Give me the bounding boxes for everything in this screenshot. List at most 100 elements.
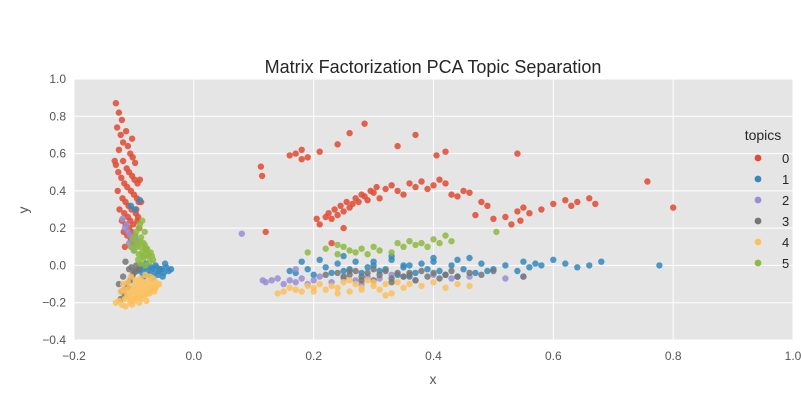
data-point — [448, 238, 455, 245]
data-point — [355, 198, 362, 206]
data-point — [334, 290, 341, 297]
y-tick-label: 0.8 — [49, 109, 66, 123]
data-point — [508, 221, 515, 228]
data-point — [286, 152, 293, 159]
data-point — [430, 254, 437, 262]
data-point — [472, 211, 479, 219]
data-point — [346, 267, 353, 275]
x-tick-label: 0.4 — [425, 349, 442, 363]
data-point — [337, 202, 344, 209]
data-point — [370, 266, 377, 273]
data-point — [292, 279, 299, 286]
data-point — [328, 215, 335, 222]
data-point — [424, 273, 431, 280]
data-point — [568, 202, 575, 209]
data-point — [442, 284, 449, 291]
data-point — [346, 288, 353, 295]
data-point — [340, 208, 347, 215]
data-point — [136, 299, 143, 306]
data-point — [574, 198, 581, 206]
series-5 — [127, 217, 500, 269]
chart-title: Matrix Factorization PCA Topic Separatio… — [265, 57, 602, 77]
data-point — [141, 228, 148, 236]
data-point — [113, 124, 121, 131]
data-point — [424, 266, 431, 273]
data-point — [502, 262, 509, 269]
data-point — [484, 202, 491, 209]
data-point — [304, 249, 311, 256]
data-point — [538, 206, 545, 213]
data-point — [137, 234, 145, 241]
data-point — [574, 264, 581, 271]
data-point — [364, 269, 371, 277]
data-point — [373, 183, 380, 191]
data-point — [370, 243, 377, 250]
data-point — [119, 280, 127, 288]
data-point — [352, 267, 359, 275]
data-point — [460, 187, 467, 195]
data-point — [116, 206, 123, 213]
data-point — [286, 284, 293, 291]
legend-marker — [754, 259, 762, 267]
data-point — [258, 172, 266, 180]
data-point — [436, 239, 443, 247]
data-point — [424, 185, 431, 193]
data-point — [310, 288, 317, 295]
data-point — [430, 269, 437, 277]
data-point — [478, 271, 485, 278]
data-point — [382, 185, 389, 193]
data-point — [316, 148, 323, 155]
x-tick-label: 0.8 — [665, 349, 682, 363]
data-point — [644, 178, 651, 185]
data-point — [286, 267, 293, 275]
data-point — [454, 193, 461, 200]
data-point — [310, 271, 317, 278]
data-point — [472, 269, 479, 277]
data-point — [370, 279, 377, 286]
legend-items: 0 1 2 3 4 5 — [754, 151, 789, 271]
data-point — [514, 208, 521, 215]
data-point — [400, 262, 407, 269]
data-point — [478, 260, 485, 267]
legend-marker — [754, 175, 762, 183]
grid-lines — [73, 78, 794, 341]
data-point — [304, 266, 311, 273]
legend: topics 0 1 2 3 4 5 — [745, 127, 790, 271]
data-point — [322, 286, 329, 293]
data-point — [139, 217, 146, 224]
data-point — [376, 247, 383, 254]
data-point — [328, 282, 335, 290]
data-point — [268, 277, 275, 284]
data-point — [346, 129, 353, 137]
data-point — [157, 266, 164, 273]
data-point — [442, 180, 449, 187]
data-point — [424, 243, 431, 250]
data-point — [133, 286, 140, 293]
data-point — [448, 267, 455, 275]
data-point — [562, 260, 569, 267]
data-point — [142, 262, 149, 269]
data-point — [670, 204, 677, 211]
data-point — [147, 280, 154, 288]
data-point — [145, 251, 152, 258]
data-point — [490, 267, 497, 275]
data-point — [115, 169, 122, 176]
data-point — [322, 264, 329, 271]
data-point — [167, 266, 175, 273]
data-points — [111, 100, 677, 310]
data-point — [346, 277, 353, 284]
data-point — [376, 195, 383, 202]
data-point — [310, 277, 317, 284]
data-point — [322, 245, 329, 252]
data-point — [436, 275, 443, 282]
data-point — [388, 290, 395, 297]
data-point — [334, 251, 341, 258]
data-point — [454, 256, 461, 263]
data-point — [394, 279, 401, 286]
data-point — [292, 286, 299, 293]
legend-label: 1 — [782, 172, 789, 187]
data-point — [340, 224, 347, 232]
data-point — [433, 152, 440, 159]
data-point — [418, 178, 425, 185]
data-point — [493, 228, 500, 236]
